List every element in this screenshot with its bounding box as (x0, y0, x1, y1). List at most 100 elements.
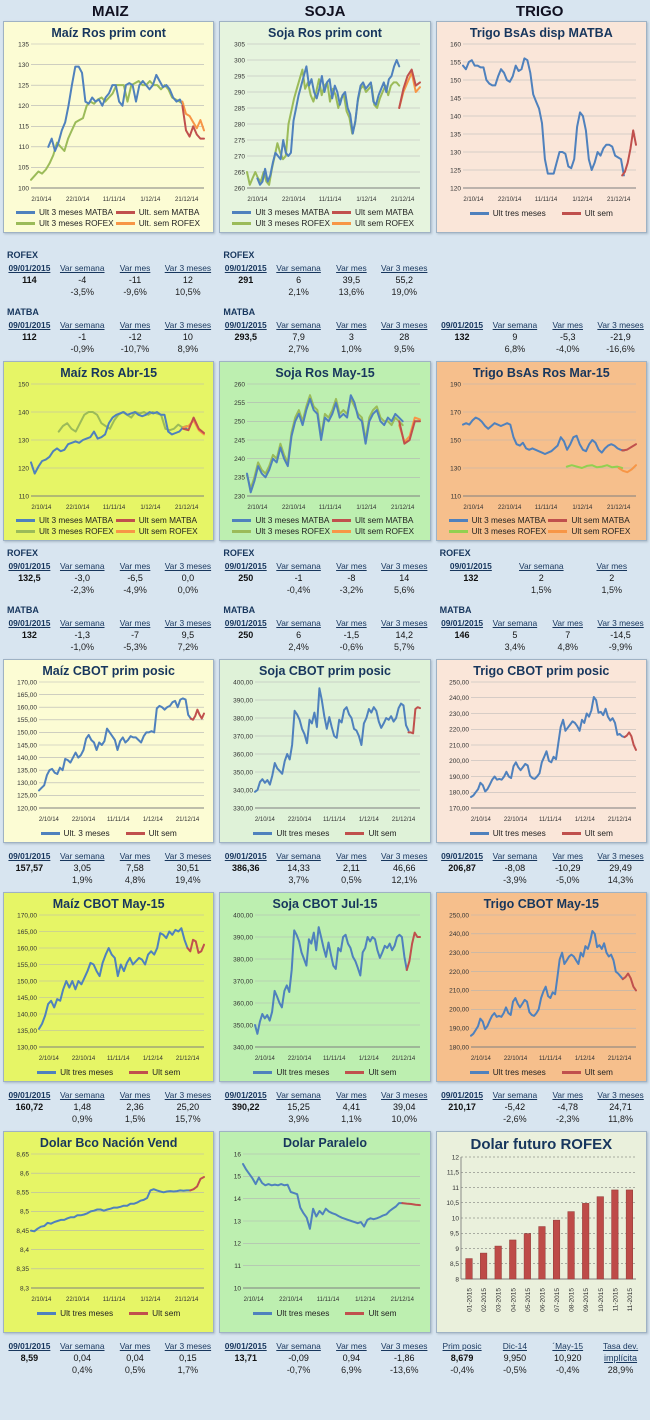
legend-label: Ult 3 meses ROFEX (39, 526, 114, 536)
table-pct (219, 1112, 272, 1127)
x-axis-tick: 2/10/14 (39, 817, 60, 823)
bar-06-2015 (538, 1226, 546, 1280)
table-cell: 09/01/2015 Var semana Var mes Var 3 meses 21… (436, 1088, 647, 1127)
y-axis-tick: 140 (450, 113, 461, 120)
chart-legend: Ult tres meses Ult sem (222, 1306, 427, 1318)
x-axis-tick: 22/10/14 (504, 1056, 528, 1062)
x-axis-tick: 1/12/14 (573, 197, 594, 203)
price-table-grid: 09/01/2015 Var semana Var mes Var 3 meses 20… (436, 849, 647, 888)
x-axis-tick: 2/10/14 (471, 817, 492, 823)
x-axis-tick: 2/10/14 (31, 1297, 52, 1303)
table-header: Var 3 meses (597, 618, 644, 628)
table-pct: 1,1% (341, 1114, 362, 1124)
x-axis-tick: 06-2015 (540, 1288, 547, 1312)
price-table-grid: 09/01/2015 Var semana Var mes Var 3 meses 38… (219, 849, 430, 888)
table-pct: -0,4% (286, 585, 311, 595)
y-axis-tick: 145,00 (17, 742, 37, 749)
y-axis-tick: 285 (234, 105, 245, 112)
table-header: Var semana (276, 1090, 321, 1100)
x-axis-tick: 1/12/14 (356, 505, 377, 511)
y-axis-tick: 190,00 (449, 774, 469, 781)
bar-01-2015 (465, 1258, 473, 1280)
legend-line-swatch (345, 1070, 365, 1074)
x-axis-tick: 22/10/14 (66, 1297, 90, 1303)
series-line (256, 59, 401, 186)
legend-label: Ult sem ROFEX (355, 218, 415, 228)
y-axis-tick: 250,00 (449, 679, 469, 686)
table-value: 293,5 (234, 332, 257, 342)
table-pct: -2,3% (70, 585, 94, 595)
series-line (462, 57, 626, 177)
y-axis-tick: 120 (450, 185, 461, 192)
legend-line-swatch (16, 221, 35, 225)
y-axis-tick: 190 (450, 381, 461, 388)
legend-label: Ult sem (152, 1067, 181, 1077)
table-value: 0,04 (73, 1353, 91, 1363)
table-header: Var semana (59, 561, 105, 571)
y-axis-tick: 125,00 (17, 793, 37, 800)
y-axis-tick: 8,55 (16, 1190, 29, 1197)
price-table: 09/01/2015 Var semana Var mes Var 3 meses 16… (3, 1088, 214, 1127)
y-axis-tick: 140,00 (17, 1011, 37, 1018)
x-axis-tick: 11/11/14 (535, 197, 558, 203)
chart-panel-soja-ros-may-15: Soja Ros May-15 230 235 240 245 250 255 260 2/10… (219, 361, 431, 541)
series-line (29, 1188, 191, 1233)
legend-line-swatch (16, 518, 35, 522)
y-axis-tick: 275 (234, 137, 245, 144)
price-table-matba: MATBA 09/01/2015 Var semana Var mes Var 3 me… (219, 306, 430, 357)
x-axis-tick: 22/10/14 (279, 1297, 303, 1303)
y-axis-tick: 14 (234, 1196, 242, 1203)
table-header: Var 3 meses (381, 263, 428, 273)
table-value: 160,72 (15, 1102, 44, 1112)
table-value: 390,22 (231, 1102, 260, 1112)
legend-item: Ult tres meses (253, 1308, 329, 1318)
chart-plot-soja-ros-may-15: 230 235 240 245 250 255 260 2/10/14 22/10/14 11/1… (234, 381, 421, 511)
x-axis-tick: 05-2015 (525, 1288, 532, 1312)
x-axis-tick: 21/12/14 (391, 1297, 415, 1303)
table-pct: -9,9% (608, 642, 633, 652)
table-header: Var mes (119, 561, 151, 571)
legend-item: Ult sem (125, 828, 177, 838)
table-header: Var 3 meses (164, 851, 212, 861)
legend-item: Ult sem (345, 828, 397, 838)
chart-panel-dolar-bco-nacion-vend: Dolar Bco Nación Vend 8,3 8,35 8,4 8,45 8,5 8,… (3, 1131, 215, 1333)
exchange-label: ROFEX (7, 250, 39, 260)
legend-item: Ult 3 meses MATBA (232, 207, 330, 217)
chart-plot-soja-cbot-prim-posic: 330,00 340,00 350,00 360,00 370,00 380,00 390,… (233, 679, 421, 823)
legend-label: Ult sem MATBA (138, 515, 198, 525)
table-header: Var mes (336, 1090, 367, 1100)
legend-item: Ult sem (129, 1308, 180, 1318)
table-value: 8,59 (20, 1353, 39, 1363)
y-axis-tick: 350,00 (233, 1022, 253, 1029)
legend-label: Ult 3 meses ROFEX (255, 218, 331, 228)
y-axis-tick: 115 (18, 124, 29, 131)
x-axis-tick: 01-2015 (467, 1288, 474, 1312)
table-value: 28 (399, 332, 410, 342)
legend-label: Ult sem (148, 828, 177, 838)
y-axis-tick: 170,00 (17, 912, 37, 919)
y-axis-tick: 180,00 (449, 1044, 469, 1051)
table-value: 250 (238, 573, 254, 583)
price-table-grid: 09/01/2015 Var semana Var mes Var 3 meses 16… (3, 1088, 214, 1127)
y-axis-tick: 130 (450, 465, 461, 472)
chart-row: Maíz CBOT prim posic 120,00 125,00 130,00 13… (0, 659, 650, 843)
y-axis-tick: 340,00 (233, 787, 253, 794)
table-header: Var mes (119, 1341, 151, 1351)
y-axis-tick: 170,00 (449, 805, 469, 812)
y-axis-tick: 135 (18, 41, 29, 48)
legend-label: Ult sem (368, 828, 397, 838)
x-axis-tick: 11/11/14 (319, 505, 342, 511)
bar-09-2015 (582, 1203, 590, 1280)
legend-item: Ult sem MATBA (332, 515, 424, 525)
table-pct (436, 342, 489, 357)
table-pct (3, 342, 56, 357)
table-pct: -1,0% (70, 642, 94, 652)
table-header: Dic-14 (502, 1341, 527, 1351)
x-axis-tick: 22/10/14 (498, 197, 522, 203)
legend-line-swatch (469, 1070, 489, 1074)
chart-panel-maiz-ros-prim-cont: Maíz Ros prim cont 100 105 110 115 120 125 130 1… (3, 21, 215, 233)
table-header: 09/01/2015 (441, 618, 484, 628)
series-line (46, 65, 184, 152)
y-axis-tick: 8,6 (20, 1170, 29, 1177)
chart-title: Maíz CBOT May-15 (52, 897, 165, 911)
